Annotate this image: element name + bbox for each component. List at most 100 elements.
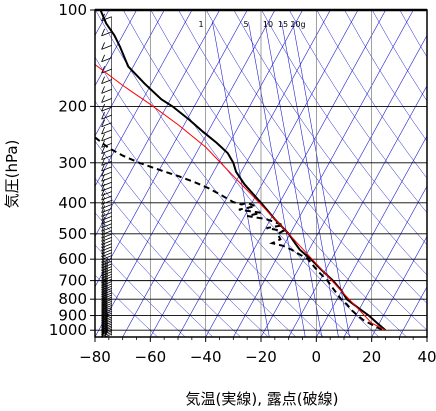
- wind-barb-shaft: [103, 333, 112, 337]
- x-tick-label: −80: [79, 348, 111, 366]
- wind-barb-flag: [101, 331, 105, 337]
- wind-barb-flag: [104, 304, 108, 311]
- wind-barb-shaft: [101, 161, 112, 166]
- wind-barb-flag: [101, 313, 105, 322]
- skewed-isotherm: [399, 286, 427, 337]
- wind-barb-flag: [104, 302, 108, 309]
- wind-barb-flag: [101, 268, 105, 276]
- x-tick-label: −20: [245, 348, 277, 366]
- wind-barb-shaft: [101, 171, 112, 177]
- mixing-ratio-line: [264, 21, 323, 337]
- dry-adiabat: [95, 100, 297, 337]
- x-tick-label: 0: [312, 348, 322, 366]
- diagram-lines: [95, 10, 436, 337]
- parcel-line: [95, 64, 386, 331]
- wind-barb-flag: [101, 329, 105, 337]
- wind-barb-flag: [104, 329, 108, 336]
- x-axis-title: 気温(実線), 露点(破線): [186, 390, 339, 408]
- wind-barb-flag: [101, 319, 105, 327]
- wind-barb-shaft: [101, 106, 112, 112]
- wind-barb-flag: [104, 273, 108, 280]
- dry-adiabat: [428, 10, 436, 337]
- wind-barb-flag: [104, 311, 108, 319]
- dewpoint-line: [95, 136, 384, 332]
- wind-barb-flag: [104, 317, 108, 324]
- wind-barb-flag: [101, 294, 105, 302]
- wind-barb-flag: [101, 163, 105, 172]
- y-tick-label: 700: [58, 272, 87, 290]
- wind-barb-flag: [104, 285, 108, 292]
- dry-adiabat: [95, 212, 214, 337]
- skewed-isotherm: [95, 10, 137, 87]
- wind-barb-shaft: [101, 136, 112, 142]
- wind-barb-flag: [101, 258, 105, 266]
- wind-barb-flag: [104, 280, 108, 288]
- wind-barb-shaft: [101, 122, 112, 128]
- wind-barb-flag: [104, 294, 108, 301]
- wind-barb-flag: [101, 322, 105, 330]
- wind-barb-flag: [101, 308, 105, 316]
- y-axis-title: 気圧(hPa): [3, 140, 21, 209]
- wind-barb-flag: [101, 86, 105, 94]
- wind-barb-shaft: [101, 79, 112, 85]
- wind-barb-flag: [101, 213, 105, 221]
- wind-barb-flag: [101, 174, 105, 182]
- wind-barb-flag: [104, 298, 108, 305]
- y-tick-label: 200: [58, 97, 87, 115]
- wind-barb-flag: [101, 246, 105, 254]
- wind-barb-flag: [101, 227, 105, 235]
- wind-barb-flag: [101, 249, 105, 257]
- wind-barb-flag: [104, 319, 108, 326]
- wind-barb-flag: [104, 315, 108, 322]
- skewed-isotherm: [316, 135, 427, 337]
- wind-barb-flag: [104, 320, 108, 328]
- wind-barb-flag: [104, 306, 108, 313]
- wind-barb-flag: [101, 289, 105, 298]
- wind-barb-shaft: [101, 16, 112, 22]
- wind-barb-shaft: [101, 186, 112, 192]
- dry-adiabat: [344, 10, 427, 142]
- wind-barb-flag: [101, 133, 105, 142]
- wind-barb-flag: [101, 263, 105, 271]
- skewed-isotherm: [343, 185, 427, 337]
- dry-adiabat: [233, 10, 427, 276]
- wind-barb-flag: [104, 300, 108, 307]
- wind-barb-flag: [101, 300, 105, 308]
- y-tick-label: 900: [58, 307, 87, 325]
- wind-barb-flag: [101, 220, 105, 228]
- wind-barb-shaft: [101, 166, 112, 172]
- wind-barb-flag: [101, 209, 105, 217]
- wind-barb-shaft: [101, 181, 112, 187]
- x-tick-label: 20: [362, 348, 381, 366]
- wind-barb-flag: [101, 310, 105, 318]
- skewed-isotherm: [260, 34, 427, 337]
- wind-barb-shaft: [101, 31, 112, 37]
- wind-barb-flag: [101, 103, 105, 112]
- wind-barb-flag: [101, 158, 105, 166]
- mixing-ratio-label: 15: [278, 20, 288, 29]
- wind-barb-flag: [101, 192, 105, 201]
- dry-adiabat: [95, 10, 352, 337]
- wind-barb-flag: [101, 255, 105, 263]
- mixing-ratio-labels: 1 5 10 15 20g: [198, 20, 305, 29]
- wind-barb-flag: [101, 197, 105, 205]
- x-tick-label: 40: [417, 348, 436, 366]
- y-tick-label: 500: [58, 225, 87, 243]
- wind-barb-shaft: [101, 89, 112, 94]
- dry-adiabat: [261, 10, 427, 246]
- wind-barb-flag: [101, 324, 105, 332]
- skewed-isotherm: [371, 235, 427, 337]
- wind-barb-flag: [101, 152, 105, 160]
- wind-barb-flag: [101, 311, 105, 320]
- wind-barb-shaft: [101, 149, 112, 155]
- dry-adiabat: [205, 10, 427, 304]
- dry-adiabat: [95, 274, 158, 337]
- x-tick-label: −60: [135, 348, 167, 366]
- dry-adiabat: [95, 56, 324, 337]
- wind-barb-flag: [101, 291, 105, 300]
- temperature-line: [99, 10, 387, 331]
- dry-adiabat: [399, 10, 427, 58]
- wind-barb-flag: [104, 322, 108, 330]
- wind-barb-flag: [104, 283, 108, 290]
